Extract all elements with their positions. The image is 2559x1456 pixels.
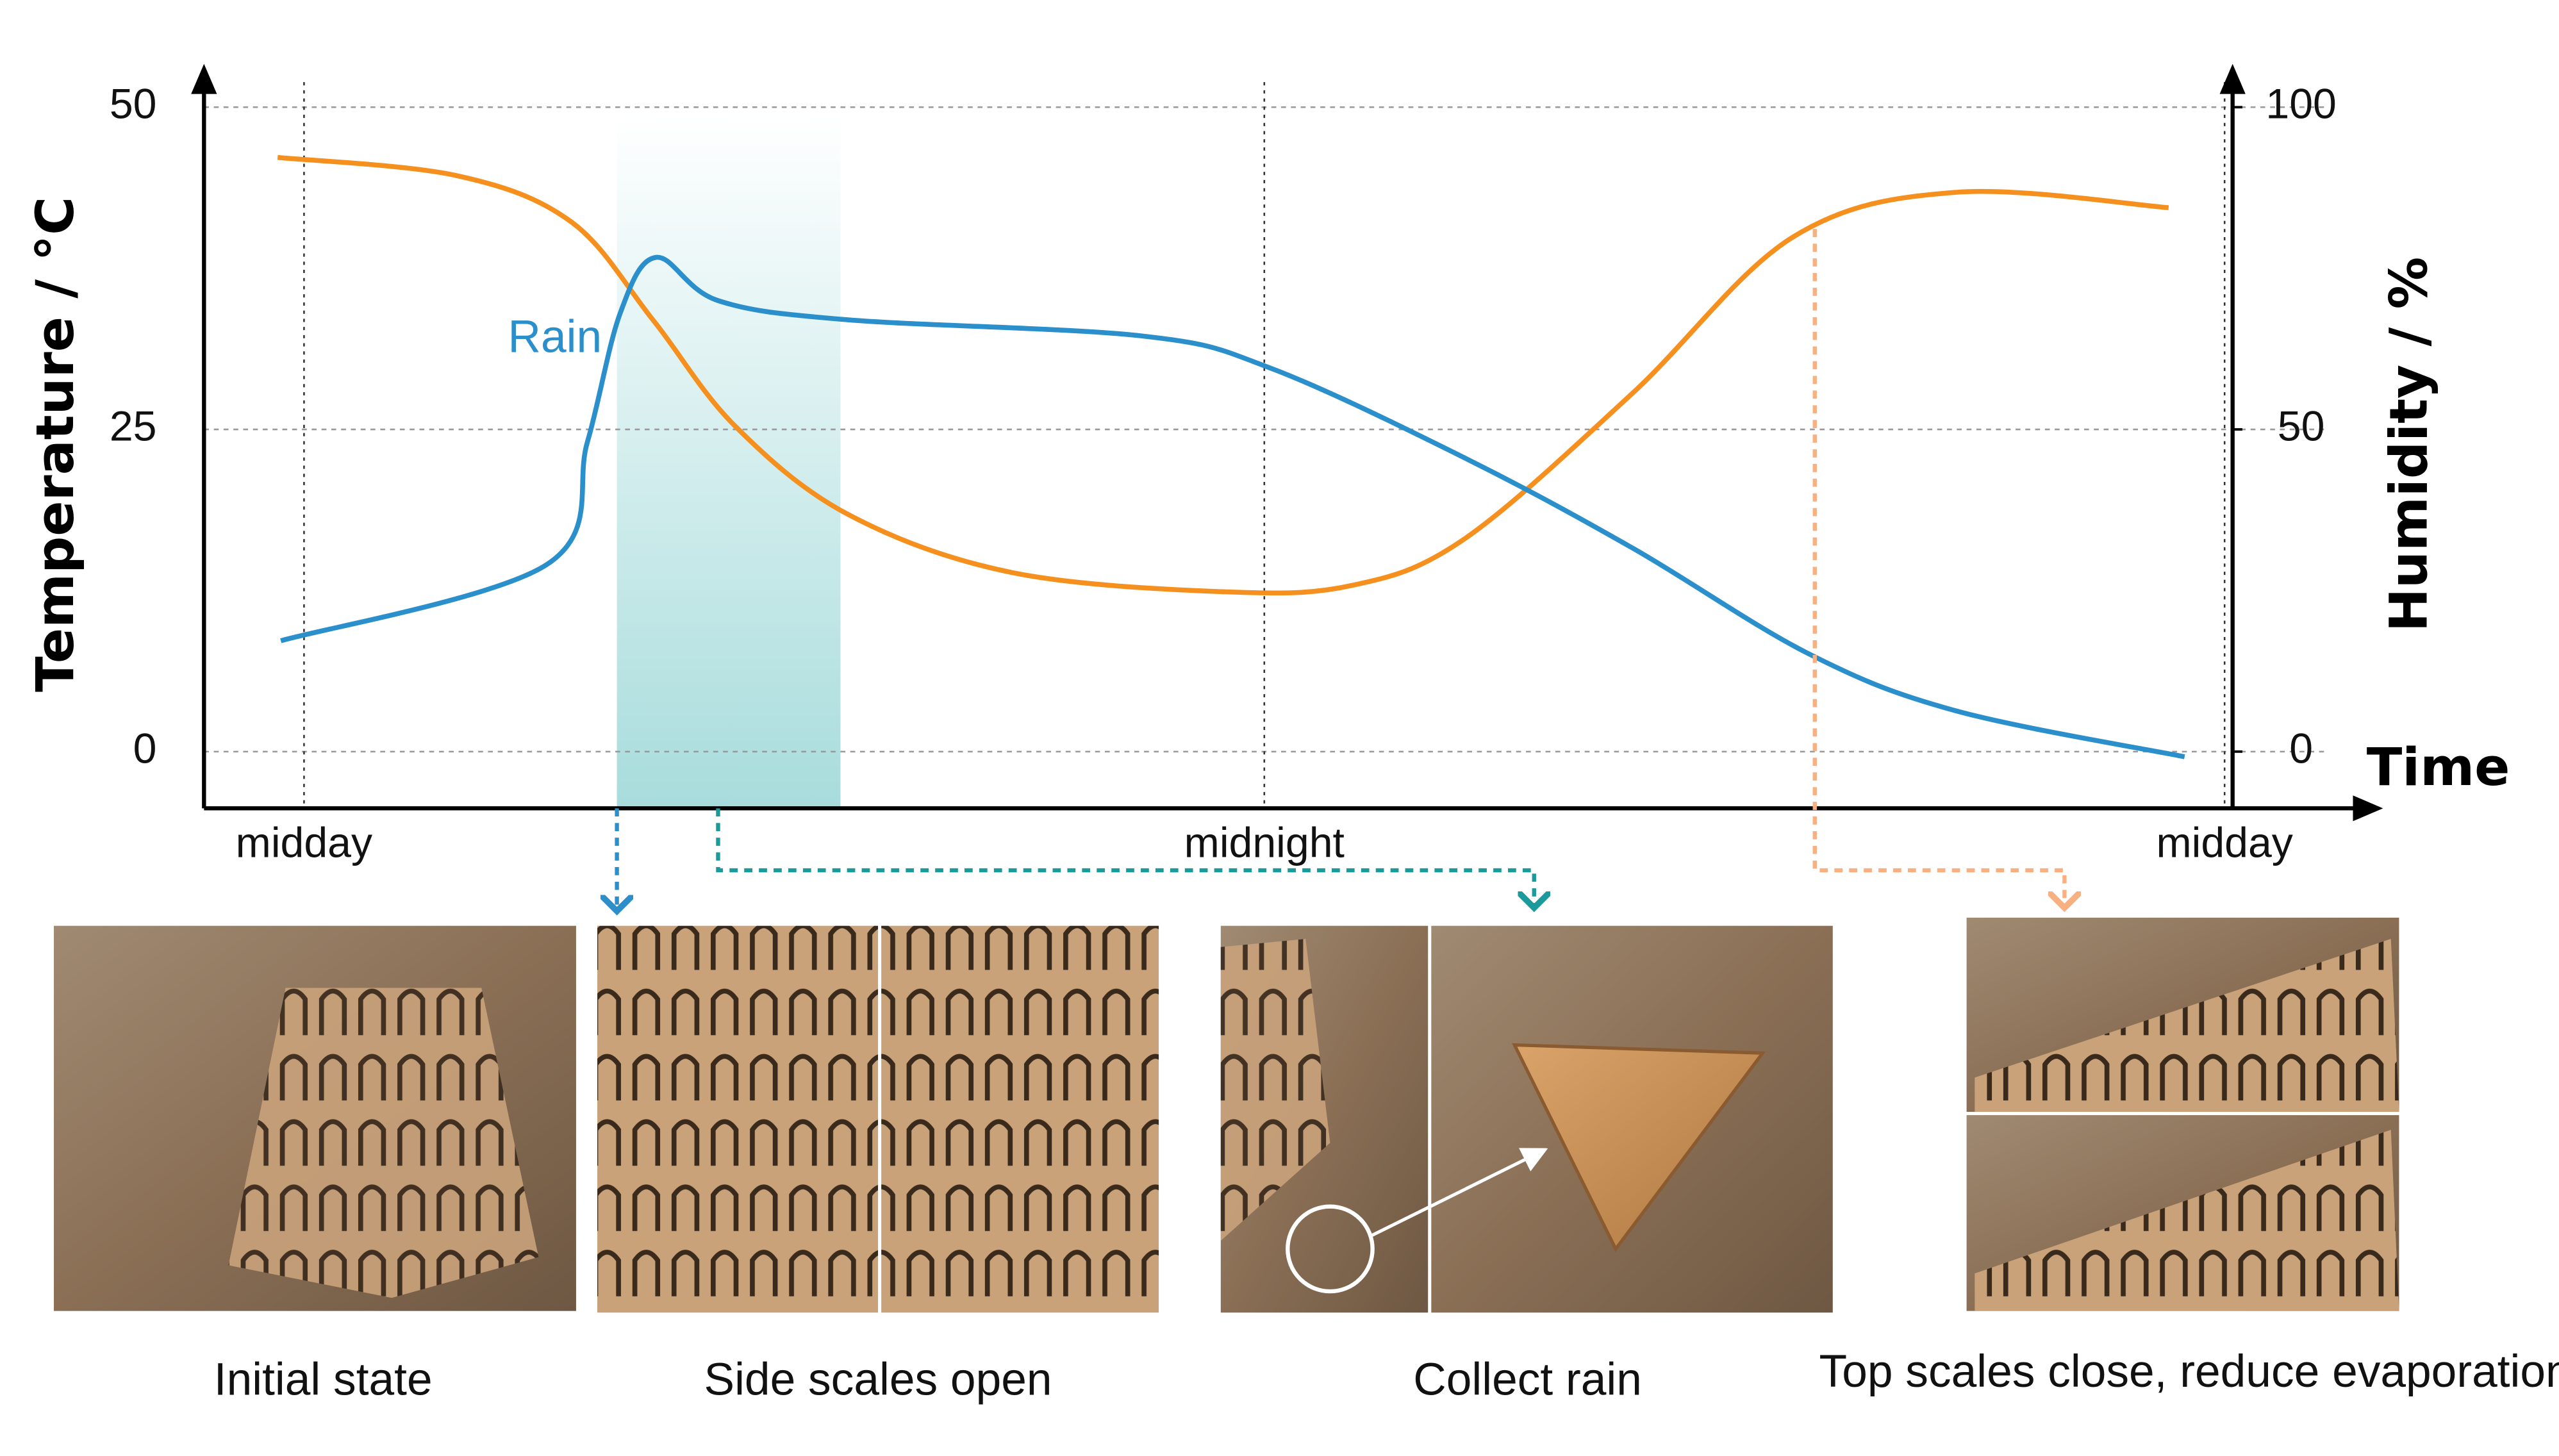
line <box>277 154 2169 596</box>
annotation: Rain <box>508 311 602 362</box>
caption: Top scales close, reduce evaporation <box>1819 1346 2559 1397</box>
y-tick-label: 0 <box>133 725 157 772</box>
y2-axis-title: Humidity / % <box>2378 257 2439 632</box>
y2-tick-label: 0 <box>2289 725 2313 772</box>
rain-band <box>617 115 841 809</box>
y-axis-title: Temperature / °C <box>25 197 86 692</box>
x-tick-label: midnight <box>1184 819 1345 866</box>
x-tick-label: midday <box>236 819 372 866</box>
line <box>280 254 2185 759</box>
y2-tick-label: 50 <box>2278 403 2325 451</box>
axes <box>191 63 2383 822</box>
caption: Side scales open <box>704 1354 1052 1405</box>
caption: Collect rain <box>1413 1354 1642 1405</box>
x-axis-title: Time <box>2367 737 2510 798</box>
y-tick-label: 25 <box>110 403 157 451</box>
y-tick-label: 50 <box>110 81 157 128</box>
x-tick-label: midday <box>2156 819 2292 866</box>
connectors <box>617 229 2065 911</box>
y2-tick-label: 100 <box>2265 81 2336 128</box>
photos <box>54 917 2399 1313</box>
caption: Initial state <box>214 1354 433 1405</box>
